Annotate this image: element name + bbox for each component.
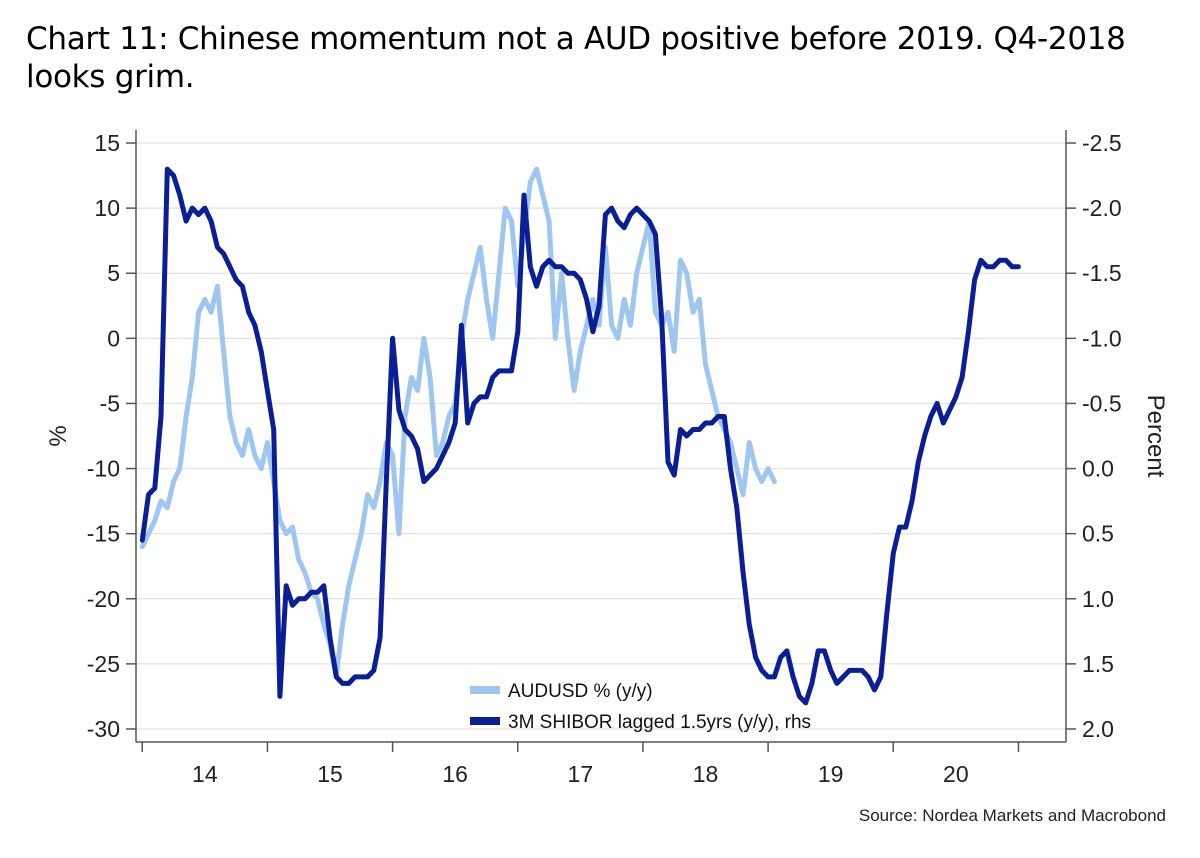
y-axis-left: 15 10 5 0 -5 -10 -15 -20 -25 -30: [87, 130, 136, 742]
y-tick-label: 15: [94, 130, 120, 156]
y2-tick-label: -2.0: [1082, 195, 1122, 221]
legend-label-shibor: 3M SHIBOR lagged 1.5yrs (y/y), rhs: [508, 712, 811, 733]
x-tick-label: 18: [693, 761, 719, 787]
x-axis: 14 15 16 17 18 19 20: [141, 742, 1020, 787]
legend-label-audusd: AUDUSD % (y/y): [508, 681, 653, 702]
series-line-shibor: [139, 166, 1021, 706]
axes: [135, 130, 1067, 743]
y-tick-label: 10: [94, 195, 120, 221]
source-note: Source: Nordea Markets and Macrobond: [858, 806, 1166, 825]
x-tick-label: 20: [943, 761, 969, 787]
y2-tick-label: 2.0: [1082, 716, 1114, 742]
x-tick-label: 16: [442, 761, 468, 787]
y-axis-right: -2.5 -2.0 -1.5 -1.0 -0.5 0.0 0.5 1.0 1.5 2.0: [1066, 130, 1122, 742]
y-tick-label: 0: [107, 325, 120, 351]
chart-title: Chart 11: Chinese momentum not a AUD pos…: [26, 21, 1126, 95]
y2-tick-label: -1.5: [1082, 260, 1122, 286]
x-tick-label: 15: [317, 761, 343, 787]
y-axis-label: %: [45, 425, 72, 446]
x-tick-label: 19: [818, 761, 844, 787]
y2-tick-label: -1.0: [1082, 325, 1122, 351]
y-tick-label: -25: [87, 651, 120, 677]
y2-tick-label: 1.0: [1082, 586, 1114, 612]
y-tick-label: 5: [107, 260, 120, 286]
y2-tick-label: -2.5: [1082, 130, 1122, 156]
y2-tick-label: 0.0: [1082, 456, 1114, 482]
y2-axis-label: Percent: [1142, 395, 1169, 478]
y-tick-label: -30: [87, 716, 120, 742]
series-lines: [139, 166, 1021, 706]
y-tick-label: -10: [87, 456, 120, 482]
x-tick-label: 14: [192, 761, 218, 787]
y2-tick-label: 0.5: [1082, 521, 1114, 547]
y-tick-label: -20: [87, 586, 120, 612]
x-tick-label: 17: [568, 761, 594, 787]
legend: AUDUSD % (y/y) 3M SHIBOR lagged 1.5yrs (…: [470, 681, 811, 733]
y-tick-label: -5: [100, 390, 120, 416]
y2-tick-label: 1.5: [1082, 651, 1114, 677]
y2-tick-label: -0.5: [1082, 390, 1122, 416]
series-line-audusd: [139, 166, 777, 680]
y-tick-label: -15: [87, 521, 120, 547]
